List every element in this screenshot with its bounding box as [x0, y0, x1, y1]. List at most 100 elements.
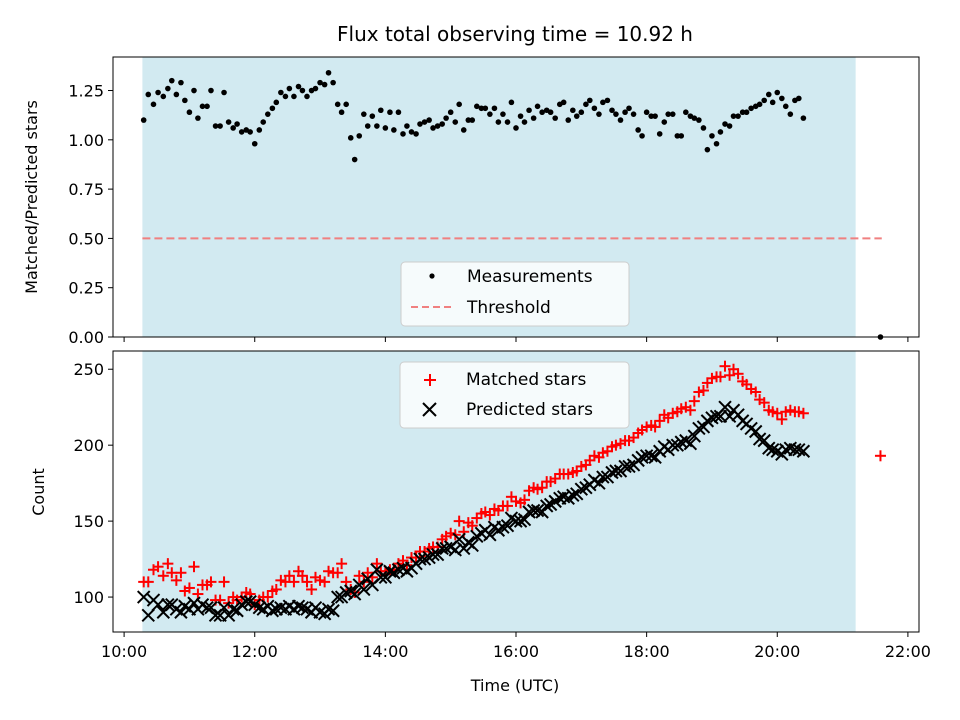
predicted-star-point: [226, 602, 240, 616]
measurement-point: [573, 113, 580, 119]
predicted-star-point: [313, 605, 327, 619]
measurement-point: [656, 131, 663, 137]
measurement-point: [726, 123, 733, 129]
measurement-point: [168, 77, 175, 84]
predicted-star-point: [265, 604, 280, 618]
measurement-point: [560, 99, 567, 106]
x-tick-label: 12:00: [232, 642, 278, 661]
bottom-matched-points: [138, 360, 886, 611]
measurement-point: [291, 93, 297, 100]
measurement-point: [704, 146, 711, 153]
matched-star-point: [353, 570, 365, 582]
measurement-point: [304, 93, 310, 100]
measurement-point: [282, 93, 289, 100]
measurement-point: [317, 79, 323, 86]
predicted-star-point: [430, 547, 445, 562]
measurement-point: [186, 109, 193, 116]
measurement-point: [434, 123, 441, 129]
measurement-point: [221, 89, 227, 96]
measurement-point: [452, 119, 459, 125]
measurement-point: [155, 89, 161, 96]
measurement-point: [140, 117, 147, 123]
measurement-point: [204, 103, 210, 110]
measurement-point: [669, 111, 676, 117]
measurement-point: [604, 97, 611, 104]
predicted-star-point: [136, 590, 151, 604]
top-legend: Measurements Threshold: [400, 261, 630, 327]
measurement-point: [278, 89, 284, 96]
predicted-star-point: [426, 547, 440, 562]
measurement-point: [230, 125, 236, 131]
measurement-point: [474, 103, 480, 110]
bottom-y-tick-label: 200: [73, 436, 104, 455]
matched-star-point: [724, 369, 736, 381]
top-y-tick-label: 1.00: [68, 131, 104, 150]
measurement-point: [761, 97, 768, 104]
matched-star-point: [697, 384, 709, 396]
measurement-point: [145, 91, 152, 98]
measurement-point: [356, 133, 363, 139]
predicted-star-point: [221, 608, 236, 622]
predicted-star-point: [417, 552, 432, 566]
bottom-y-tick-label: 100: [73, 588, 104, 607]
legend-measurements-label: Measurements: [467, 267, 593, 287]
measurement-point: [730, 113, 737, 119]
predicted-star-point: [609, 464, 623, 478]
measurement-point: [779, 95, 785, 102]
measurement-point: [160, 93, 167, 100]
measurement-point: [722, 121, 728, 127]
measurement-point: [404, 123, 410, 129]
legend-matched-marker: [424, 374, 436, 386]
matched-star-point: [797, 407, 809, 419]
x-tick-label: 16:00: [493, 642, 539, 661]
predicted-star-point: [683, 436, 698, 451]
predicted-star-point: [796, 444, 811, 458]
bottom-y-tick-label: 250: [73, 360, 104, 379]
measurement-point: [683, 109, 689, 116]
predicted-star-point: [792, 443, 806, 457]
matched-star-point: [319, 576, 331, 588]
measurement-point: [469, 117, 476, 123]
top-panel: Flux total observing time = 10.92 h 0.00…: [22, 22, 920, 347]
measurement-point: [739, 109, 746, 116]
measurement-point: [596, 111, 602, 117]
predicted-star-point: [452, 532, 466, 547]
predicted-star-point: [622, 459, 636, 474]
bottom-x-ticks: 10:00 12:00 14:00 16:00 18:00 20:00 22:00: [101, 632, 931, 661]
measurement-point: [395, 109, 402, 116]
matched-star-point: [776, 413, 788, 425]
measurement-point: [238, 129, 245, 135]
measurement-point: [526, 107, 532, 114]
predicted-star-point: [291, 599, 306, 613]
predicted-star-point: [326, 604, 340, 618]
measurement-point: [421, 119, 428, 125]
measurement-point: [482, 105, 489, 112]
measurement-point: [260, 119, 267, 125]
measurement-point: [678, 133, 685, 139]
predicted-star-point: [644, 449, 658, 463]
matched-star-point: [188, 561, 200, 573]
top-y-tick-label: 0.50: [68, 229, 104, 248]
measurement-point: [460, 127, 467, 133]
matched-star-point: [874, 450, 886, 462]
measurement-point: [325, 69, 332, 76]
x-axis-label: Time (UTC): [470, 676, 559, 695]
measurement-point: [247, 129, 253, 135]
measurement-point: [552, 115, 558, 121]
measurement-point: [743, 109, 750, 116]
measurement-point: [674, 133, 681, 139]
matched-star-point: [296, 570, 308, 582]
measurement-point: [347, 135, 354, 141]
measurement-point: [717, 129, 724, 135]
measurement-point: [269, 105, 276, 112]
measurement-point: [400, 131, 406, 137]
measurement-point: [782, 103, 789, 110]
measurement-point: [500, 111, 506, 117]
top-legend-box: [400, 261, 630, 327]
matched-star-point: [218, 576, 230, 588]
matched-star-point: [771, 407, 783, 419]
measurement-point: [382, 125, 389, 131]
predicted-star-point: [648, 450, 662, 465]
measurement-point: [613, 111, 619, 117]
